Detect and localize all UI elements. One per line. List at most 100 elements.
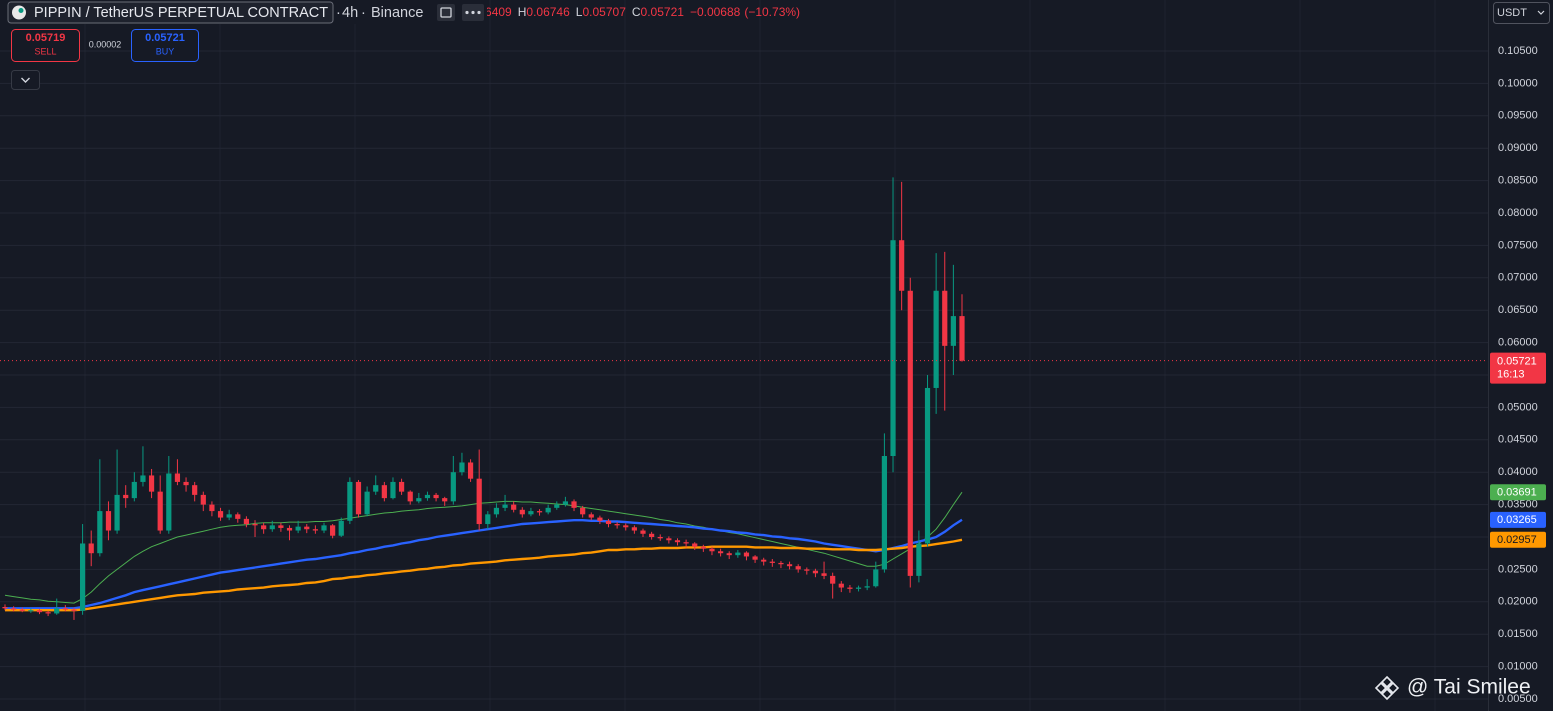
- collapse-button[interactable]: [11, 70, 40, 90]
- interval[interactable]: 4h: [342, 5, 358, 21]
- candle-body: [950, 316, 956, 346]
- candle-body: [588, 514, 594, 518]
- candle-body: [183, 481, 189, 486]
- watermark: @ Tai Smilee: [1407, 676, 1531, 699]
- buy-price: 0.05721: [145, 32, 185, 44]
- candle-body: [433, 494, 439, 499]
- buy-button[interactable]: [131, 29, 199, 62]
- candle-body: [235, 514, 241, 519]
- candle-body: [511, 504, 517, 510]
- candle-body: [166, 473, 172, 531]
- candle-body: [786, 564, 793, 567]
- candle-body: [942, 290, 948, 346]
- candle-body: [364, 491, 370, 515]
- moving-average-line: [5, 538, 963, 612]
- candle-body: [304, 526, 310, 530]
- last-price-label: 0.05721: [1497, 356, 1537, 368]
- hide-icon: [440, 7, 452, 18]
- y-tick-label: 0.04500: [1498, 434, 1538, 446]
- y-tick-label: 0.06500: [1498, 304, 1538, 316]
- sell-price: 0.05719: [26, 32, 66, 44]
- candle-body: [761, 559, 767, 562]
- y-tick-label: 0.01000: [1498, 661, 1538, 673]
- sell-button[interactable]: [11, 29, 80, 62]
- candle-body: [502, 504, 508, 508]
- sell-label: SELL: [34, 46, 56, 56]
- exchange: Binance: [371, 5, 423, 21]
- candle-body: [88, 543, 94, 554]
- ma-label-box: [1490, 511, 1546, 528]
- ohlc-value: 0.05721: [641, 5, 685, 19]
- candle-body: [873, 569, 879, 587]
- collapse-icon: [21, 77, 30, 83]
- candle-body: [2, 606, 8, 609]
- candle-body: [692, 543, 698, 547]
- candle-body: [123, 494, 129, 499]
- candle-body: [11, 608, 17, 610]
- candle-body: [19, 609, 25, 611]
- candle-body: [830, 575, 836, 584]
- currency-chevron: [1537, 10, 1545, 15]
- candle-body: [476, 478, 482, 525]
- candle-body: [907, 290, 913, 576]
- candle-body: [321, 525, 327, 531]
- ohlc-value: 0.06746: [526, 5, 570, 19]
- y-tick-label: 0.02500: [1498, 563, 1538, 575]
- candle-body: [355, 481, 362, 515]
- symbol-title: PIPPIN / TetherUS PERPETUAL CONTRACT: [34, 5, 328, 21]
- candle-body: [916, 543, 922, 576]
- candle-body: [657, 537, 663, 539]
- candle-body: [528, 511, 534, 515]
- candle-body: [252, 524, 258, 526]
- candle-body: [640, 530, 646, 534]
- candle-body: [209, 504, 215, 512]
- candle-body: [97, 511, 103, 554]
- candle-body: [243, 518, 250, 525]
- symbol-box[interactable]: [7, 1, 334, 24]
- separator: ·: [336, 5, 341, 21]
- candle-body: [804, 569, 810, 571]
- candle-body: [683, 542, 689, 544]
- y-tick-label: 0.10000: [1498, 77, 1538, 89]
- more-dot: [465, 10, 469, 15]
- ma-label: 0.03265: [1497, 514, 1537, 526]
- candle-body: [459, 462, 465, 473]
- candle-body: [666, 538, 672, 541]
- candle-body: [217, 511, 224, 518]
- candle-body: [312, 529, 318, 531]
- candle-body: [812, 570, 819, 574]
- candle-body: [131, 481, 137, 499]
- candle-body: [519, 509, 525, 515]
- currency-button[interactable]: [1493, 2, 1550, 24]
- spread: 0.00002: [89, 39, 122, 49]
- y-tick-label: 0.04000: [1498, 466, 1538, 478]
- candle-body: [614, 524, 620, 526]
- candle-body: [54, 608, 60, 614]
- candle-body: [717, 551, 724, 554]
- watermark-logo: [1374, 675, 1400, 701]
- candle-body: [493, 507, 500, 515]
- candle-body: [45, 612, 51, 614]
- candle-body: [726, 553, 732, 556]
- ma-label-box: [1490, 531, 1546, 548]
- candle-body: [381, 485, 387, 499]
- candle-body: [200, 494, 206, 505]
- candle-body: [890, 240, 896, 457]
- candle-body: [623, 525, 629, 528]
- candle-body: [338, 520, 344, 536]
- grid: [0, 50, 1488, 700]
- candle-body: [631, 527, 637, 531]
- candle-body: [157, 491, 163, 531]
- candle-body: [286, 527, 293, 531]
- candle-body: [580, 507, 586, 515]
- ma-label: 0.03691: [1497, 487, 1537, 499]
- candle-body: [62, 608, 68, 610]
- candle-body: [735, 552, 741, 556]
- hide-button[interactable]: [437, 4, 455, 21]
- candle-body: [674, 540, 681, 543]
- candle-body: [226, 514, 232, 518]
- candle-body: [855, 587, 862, 589]
- change: −0.00688: [690, 5, 741, 19]
